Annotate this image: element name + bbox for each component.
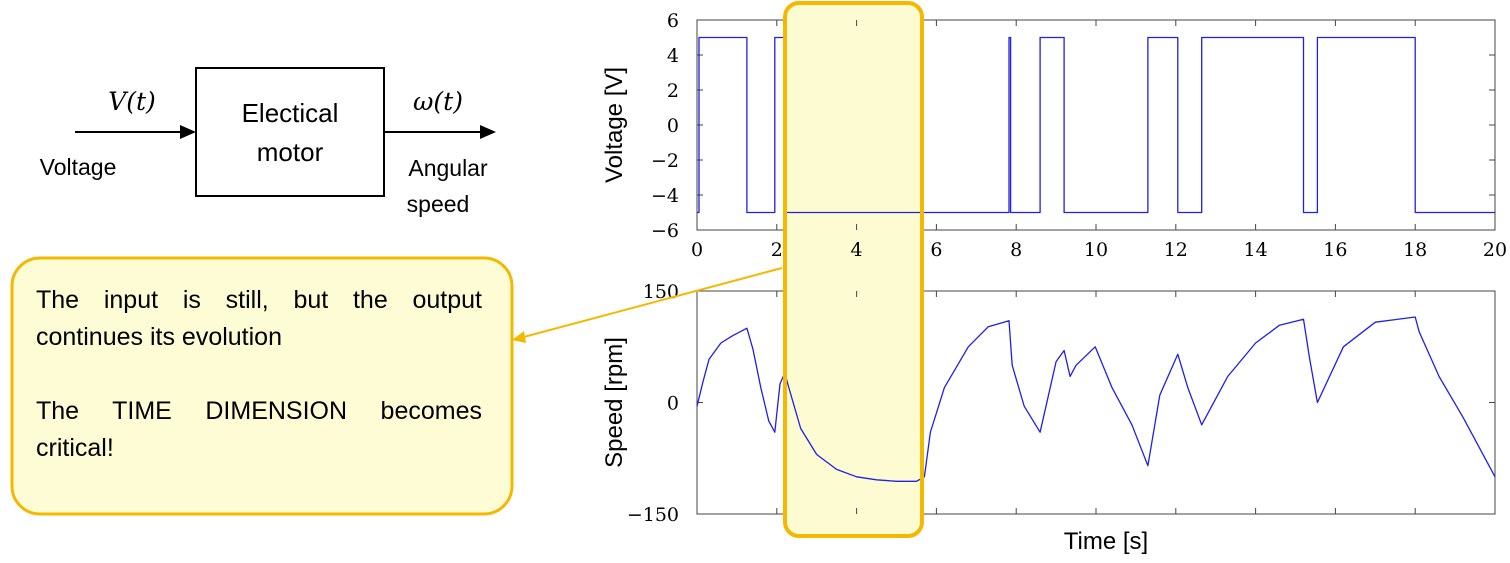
voltage-series-line bbox=[697, 36, 1495, 214]
voltage-y-tick-label: 2 bbox=[667, 80, 679, 102]
motor-block bbox=[195, 67, 385, 197]
voltage-x-tick-label: 10 bbox=[1084, 239, 1108, 261]
motor-block-label-line2: motor bbox=[257, 137, 324, 167]
input-arrow-head bbox=[180, 125, 196, 139]
time-window-highlight bbox=[783, 1, 924, 538]
speed-y-tick-label: −150 bbox=[627, 504, 679, 526]
voltage-y-axis-title: Voltage [V] bbox=[601, 67, 628, 183]
speed-x-axis-title: Time [s] bbox=[1064, 528, 1148, 555]
voltage-y-tick-label: 4 bbox=[667, 45, 679, 67]
voltage-y-tick-label: 0 bbox=[667, 115, 679, 137]
input-signal-label: V(t) bbox=[108, 87, 156, 116]
callout-pointer-head bbox=[512, 331, 526, 343]
callout-box bbox=[10, 256, 514, 516]
time-window-highlight-fill bbox=[785, 3, 922, 536]
voltage-x-tick-label: 8 bbox=[1010, 239, 1022, 261]
voltage-x-tick-label: 20 bbox=[1483, 239, 1507, 261]
voltage-x-tick-label: 14 bbox=[1244, 239, 1268, 261]
input-description: Voltage bbox=[40, 154, 117, 180]
speed-y-tick-label: 0 bbox=[667, 393, 679, 415]
output-signal-label: ω(t) bbox=[413, 87, 463, 116]
block-diagram: V(t) Voltage Electical motor ω(t) Angula… bbox=[40, 67, 496, 217]
voltage-y-tick-label: −6 bbox=[651, 220, 679, 242]
voltage-y-tick-label: −2 bbox=[651, 150, 679, 172]
voltage-x-tick-label: 18 bbox=[1403, 239, 1427, 261]
voltage-y-tick-label: −4 bbox=[651, 185, 679, 207]
voltage-x-tick-label: 4 bbox=[851, 239, 863, 261]
voltage-x-tick-label: 12 bbox=[1164, 239, 1188, 261]
output-description-line1: Angular bbox=[408, 155, 488, 181]
voltage-x-tick-label: 2 bbox=[771, 239, 783, 261]
callout-pointer-line bbox=[519, 267, 783, 339]
callout-paragraph-2: The TIME DIMENSION becomes critical! bbox=[36, 397, 482, 462]
voltage-y-tick-label: 6 bbox=[667, 10, 679, 32]
speed-series-line bbox=[696, 316, 1496, 482]
callout-paragraph-1: The input is still, but the output conti… bbox=[36, 286, 482, 351]
output-arrow-head bbox=[480, 125, 496, 139]
callout-text: The input is still, but the output conti… bbox=[36, 282, 482, 467]
speed-y-axis-title: Speed [rpm] bbox=[601, 337, 628, 468]
voltage-x-tick-label: 16 bbox=[1323, 239, 1347, 261]
voltage-x-tick-label: 6 bbox=[930, 239, 942, 261]
voltage-x-tick-label: 0 bbox=[691, 239, 703, 261]
output-description-line2: speed bbox=[407, 191, 470, 217]
motor-block-label-line1: Electical bbox=[242, 98, 339, 128]
